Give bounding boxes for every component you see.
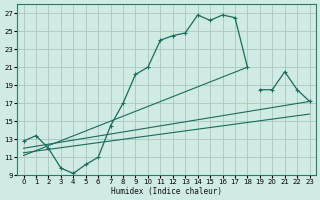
X-axis label: Humidex (Indice chaleur): Humidex (Indice chaleur) [111, 187, 222, 196]
